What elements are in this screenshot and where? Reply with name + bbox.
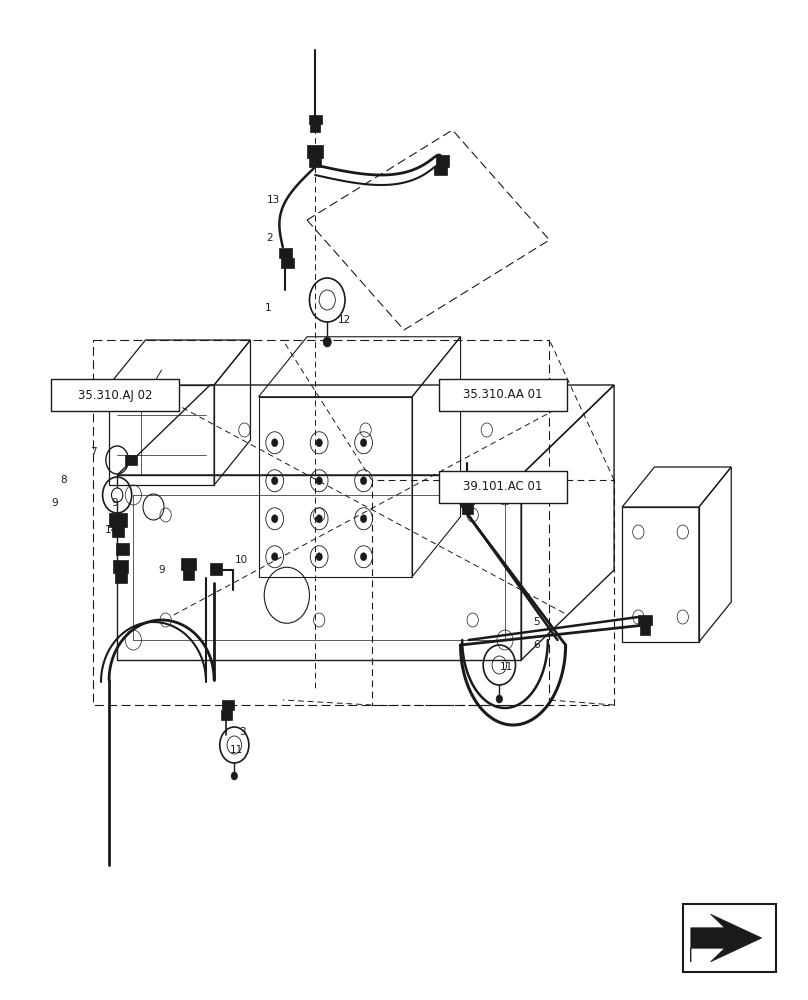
Polygon shape <box>691 914 762 962</box>
Circle shape <box>360 515 367 523</box>
Text: 1: 1 <box>265 303 271 313</box>
Polygon shape <box>462 504 473 514</box>
Text: 2: 2 <box>267 233 273 243</box>
Polygon shape <box>221 710 232 720</box>
Circle shape <box>231 772 238 780</box>
Polygon shape <box>461 480 474 490</box>
Text: 35.310.AA 01: 35.310.AA 01 <box>463 388 543 401</box>
Polygon shape <box>181 558 196 570</box>
Text: 35.310.AJ 02: 35.310.AJ 02 <box>78 388 153 401</box>
Text: 3: 3 <box>239 727 246 737</box>
Polygon shape <box>638 615 652 625</box>
Circle shape <box>360 439 367 447</box>
Circle shape <box>316 553 322 561</box>
Text: 8: 8 <box>61 475 67 485</box>
Polygon shape <box>210 563 222 575</box>
Polygon shape <box>309 115 322 124</box>
Text: 12: 12 <box>338 315 351 325</box>
Polygon shape <box>309 158 321 167</box>
Polygon shape <box>183 570 194 580</box>
Polygon shape <box>434 167 447 175</box>
Polygon shape <box>125 455 137 465</box>
Circle shape <box>271 553 278 561</box>
Text: 11: 11 <box>499 662 512 672</box>
Text: 11: 11 <box>230 745 243 755</box>
FancyBboxPatch shape <box>439 379 567 411</box>
Text: 13: 13 <box>267 195 280 205</box>
Polygon shape <box>112 527 124 537</box>
Circle shape <box>316 477 322 485</box>
Text: 4: 4 <box>115 523 121 533</box>
Text: 14: 14 <box>105 525 118 535</box>
Circle shape <box>360 477 367 485</box>
Text: 10: 10 <box>234 555 247 565</box>
Text: 6: 6 <box>533 640 540 650</box>
Text: 9: 9 <box>158 565 165 575</box>
Text: 9: 9 <box>51 498 57 508</box>
FancyBboxPatch shape <box>51 379 179 411</box>
Polygon shape <box>461 494 474 504</box>
Circle shape <box>360 553 367 561</box>
Polygon shape <box>436 155 449 167</box>
Polygon shape <box>281 258 294 268</box>
Polygon shape <box>109 513 127 527</box>
Polygon shape <box>307 145 323 158</box>
Text: 9: 9 <box>112 498 118 508</box>
Polygon shape <box>222 700 234 710</box>
Circle shape <box>112 488 123 502</box>
Circle shape <box>271 515 278 523</box>
Polygon shape <box>115 573 127 583</box>
Circle shape <box>496 695 503 703</box>
Circle shape <box>316 439 322 447</box>
Polygon shape <box>279 248 292 258</box>
Circle shape <box>271 477 278 485</box>
Polygon shape <box>462 490 473 500</box>
Text: 39.101.AC 01: 39.101.AC 01 <box>463 481 543 493</box>
Polygon shape <box>116 543 129 555</box>
Circle shape <box>316 515 322 523</box>
Text: 5: 5 <box>533 617 540 627</box>
FancyBboxPatch shape <box>439 471 567 503</box>
Polygon shape <box>640 625 650 635</box>
Text: 7: 7 <box>90 447 97 457</box>
Polygon shape <box>113 560 128 573</box>
Circle shape <box>271 439 278 447</box>
Circle shape <box>323 337 331 347</box>
Polygon shape <box>310 124 320 132</box>
